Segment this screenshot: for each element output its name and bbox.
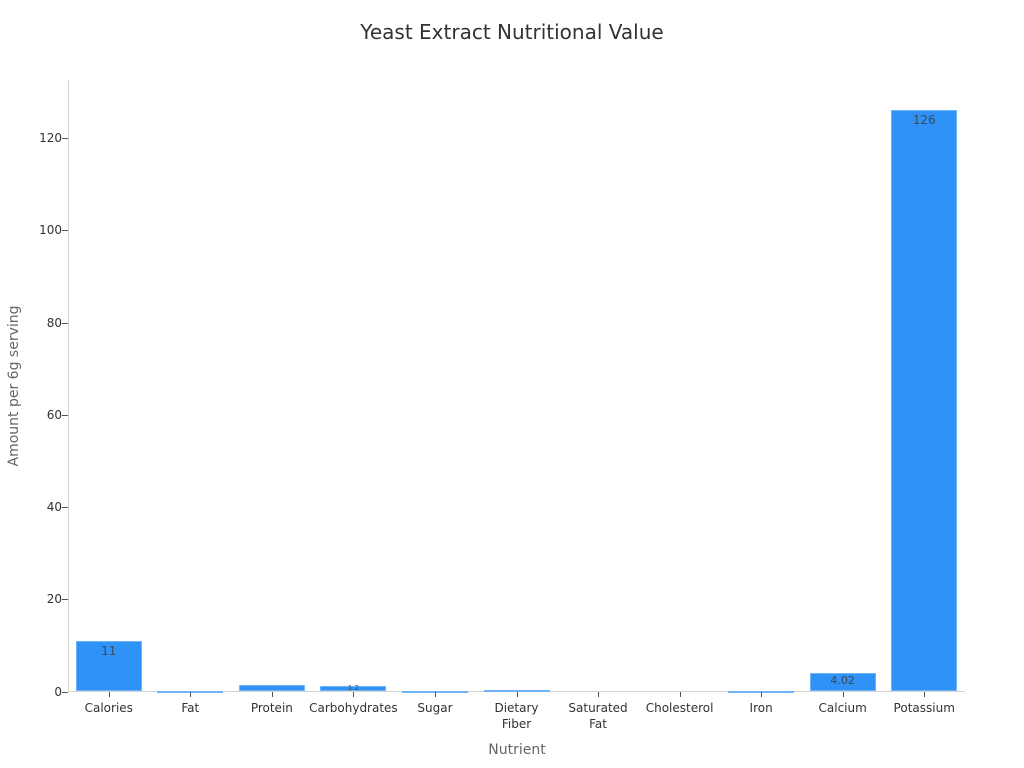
y-tick (62, 138, 68, 139)
bar-calories (75, 640, 142, 692)
y-tick (62, 322, 68, 324)
x-tick (108, 692, 110, 697)
y-tick (62, 691, 68, 693)
x-tick-label: Cholesterol (645, 701, 714, 715)
x-tick (516, 692, 518, 697)
y-tick-label: 120 (39, 131, 62, 145)
x-tick-label: Protein (250, 701, 293, 715)
x-tick-label: Sugar (417, 701, 453, 715)
x-tick (761, 692, 763, 697)
x-tick-label: Potassium (893, 701, 955, 715)
y-tick-label: 20 (46, 592, 62, 607)
x-tick (924, 692, 926, 697)
bar-carbohydrates (320, 685, 387, 692)
x-tick-label: Saturated Fat (568, 701, 628, 731)
y-axis-line (68, 80, 69, 692)
y-axis-label: Amount per 6g serving (6, 305, 22, 467)
x-tick-label: Calcium (818, 701, 867, 715)
y-tick (62, 230, 68, 232)
y-tick-label: 60 (46, 407, 62, 422)
x-tick (598, 692, 600, 697)
chart-title: Yeast Extract Nutritional Value (360, 20, 664, 44)
x-tick (679, 692, 681, 697)
y-tick-label: 100 (39, 223, 62, 238)
y-tick (62, 414, 68, 416)
x-tick (842, 692, 844, 697)
x-tick-label: Fat (181, 701, 200, 715)
x-tick-label: Iron (749, 701, 773, 715)
y-tick-label: 40 (46, 500, 62, 514)
bar-potassium (891, 110, 958, 692)
x-tick (271, 692, 273, 697)
x-axis-label: Nutrient (488, 742, 546, 758)
x-tick-label: Calories (84, 701, 133, 715)
data-label: 11 (101, 643, 117, 658)
bar-calcium (809, 672, 876, 692)
x-tick (190, 692, 192, 697)
x-tick (353, 692, 355, 697)
y-tick (62, 599, 68, 601)
bar-dietary-fiber (483, 689, 550, 692)
bar-protein (238, 684, 305, 692)
y-tick (62, 507, 68, 508)
x-tick-label: Carbohydrates (309, 701, 398, 715)
x-tick-label: Dietary Fiber (494, 701, 539, 731)
data-label: 1.2 (347, 683, 359, 692)
x-tick (434, 692, 436, 697)
y-tick-label: 80 (46, 315, 62, 330)
y-tick-label: 0 (54, 684, 62, 699)
data-label: 126 (912, 113, 936, 128)
data-label: 4.02 (830, 673, 855, 687)
